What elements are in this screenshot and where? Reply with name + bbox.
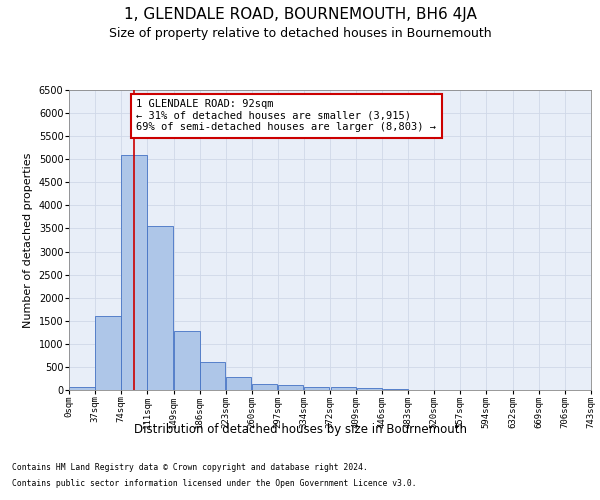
Bar bbox=[95, 316, 121, 390]
Bar bbox=[304, 387, 329, 390]
Bar bbox=[331, 388, 356, 390]
Bar bbox=[147, 226, 173, 390]
Bar bbox=[121, 154, 147, 390]
Bar bbox=[69, 386, 95, 390]
Bar bbox=[278, 385, 304, 390]
Text: Contains public sector information licensed under the Open Government Licence v3: Contains public sector information licen… bbox=[12, 478, 416, 488]
Bar bbox=[356, 388, 382, 390]
Y-axis label: Number of detached properties: Number of detached properties bbox=[23, 152, 33, 328]
Bar bbox=[174, 331, 199, 390]
Text: Size of property relative to detached houses in Bournemouth: Size of property relative to detached ho… bbox=[109, 28, 491, 40]
Text: Contains HM Land Registry data © Crown copyright and database right 2024.: Contains HM Land Registry data © Crown c… bbox=[12, 464, 368, 472]
Text: 1 GLENDALE ROAD: 92sqm
← 31% of detached houses are smaller (3,915)
69% of semi-: 1 GLENDALE ROAD: 92sqm ← 31% of detached… bbox=[136, 99, 436, 132]
Bar bbox=[200, 362, 226, 390]
Bar bbox=[252, 384, 277, 390]
Text: Distribution of detached houses by size in Bournemouth: Distribution of detached houses by size … bbox=[133, 422, 467, 436]
Text: 1, GLENDALE ROAD, BOURNEMOUTH, BH6 4JA: 1, GLENDALE ROAD, BOURNEMOUTH, BH6 4JA bbox=[124, 8, 476, 22]
Bar bbox=[226, 376, 251, 390]
